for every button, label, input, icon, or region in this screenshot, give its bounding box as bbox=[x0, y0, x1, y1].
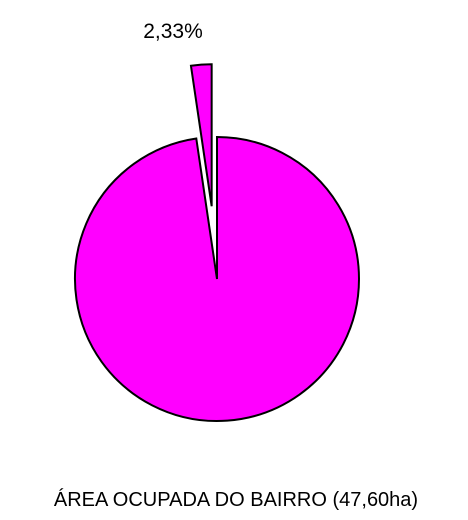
pie-slice-small bbox=[189, 63, 213, 207]
pie-slices bbox=[74, 63, 360, 422]
slice-label-small: 2,33% bbox=[143, 20, 203, 43]
chart-legend-label: ÁREA OCUPADA DO BAIRRO (47,60ha) bbox=[54, 488, 418, 511]
pie-slice-large bbox=[74, 135, 360, 422]
